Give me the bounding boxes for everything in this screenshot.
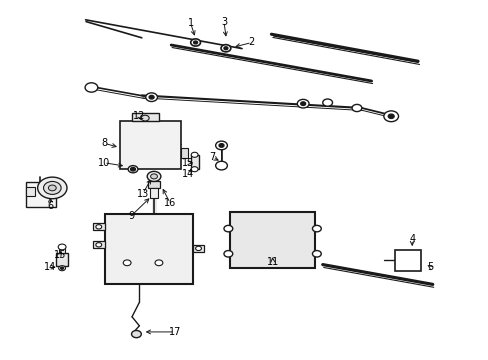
Text: 14: 14 bbox=[182, 168, 194, 179]
Bar bbox=[105, 214, 193, 284]
Circle shape bbox=[85, 83, 98, 92]
Circle shape bbox=[387, 114, 393, 118]
Circle shape bbox=[96, 243, 102, 247]
Circle shape bbox=[224, 47, 227, 50]
Bar bbox=[193, 245, 203, 252]
Circle shape bbox=[191, 152, 198, 157]
Circle shape bbox=[149, 95, 154, 99]
Text: 4: 4 bbox=[408, 234, 414, 244]
Text: 11: 11 bbox=[266, 257, 279, 267]
Circle shape bbox=[131, 330, 141, 338]
Circle shape bbox=[61, 267, 63, 269]
Text: 10: 10 bbox=[98, 158, 110, 168]
Circle shape bbox=[96, 225, 102, 229]
Circle shape bbox=[191, 167, 198, 172]
Circle shape bbox=[215, 161, 227, 170]
Bar bbox=[59, 247, 65, 253]
Circle shape bbox=[58, 244, 66, 250]
Circle shape bbox=[145, 93, 157, 102]
Circle shape bbox=[297, 99, 308, 108]
Circle shape bbox=[300, 102, 305, 105]
Bar bbox=[56, 253, 68, 266]
Bar bbox=[149, 188, 158, 198]
Circle shape bbox=[224, 225, 232, 232]
Circle shape bbox=[215, 141, 227, 150]
Bar bbox=[394, 250, 420, 271]
Circle shape bbox=[383, 111, 398, 122]
Text: 9: 9 bbox=[128, 211, 134, 221]
Circle shape bbox=[141, 115, 149, 121]
Circle shape bbox=[224, 251, 232, 257]
Circle shape bbox=[155, 260, 163, 266]
Circle shape bbox=[38, 177, 67, 199]
Text: 6: 6 bbox=[47, 201, 53, 211]
Text: 7: 7 bbox=[209, 152, 215, 162]
Text: 5: 5 bbox=[427, 262, 432, 272]
Circle shape bbox=[43, 181, 61, 194]
Text: 16: 16 bbox=[163, 198, 176, 208]
Bar bbox=[26, 187, 35, 196]
Circle shape bbox=[195, 246, 201, 251]
Circle shape bbox=[59, 266, 65, 271]
Circle shape bbox=[312, 251, 321, 257]
Text: 13: 13 bbox=[136, 189, 149, 199]
Circle shape bbox=[221, 45, 230, 52]
Circle shape bbox=[123, 260, 131, 266]
Circle shape bbox=[322, 99, 332, 106]
Text: 8: 8 bbox=[101, 138, 107, 148]
Bar bbox=[93, 223, 105, 230]
Bar bbox=[190, 155, 198, 169]
Bar bbox=[26, 182, 56, 207]
Text: 14: 14 bbox=[44, 262, 57, 272]
Circle shape bbox=[128, 166, 138, 173]
Text: 1: 1 bbox=[187, 18, 193, 28]
Bar bbox=[229, 212, 315, 268]
Circle shape bbox=[130, 167, 135, 171]
Text: 15: 15 bbox=[53, 250, 66, 260]
Text: 12: 12 bbox=[133, 111, 145, 121]
Circle shape bbox=[190, 39, 200, 46]
Circle shape bbox=[312, 225, 321, 232]
Text: 3: 3 bbox=[221, 17, 226, 27]
Circle shape bbox=[351, 104, 361, 112]
Bar bbox=[181, 148, 188, 158]
Text: 2: 2 bbox=[248, 37, 254, 48]
Text: 15: 15 bbox=[182, 158, 194, 168]
Bar bbox=[132, 113, 159, 121]
Circle shape bbox=[48, 185, 56, 191]
Bar bbox=[148, 181, 160, 188]
Bar bbox=[93, 241, 105, 248]
Circle shape bbox=[219, 144, 224, 147]
Circle shape bbox=[150, 174, 157, 179]
Circle shape bbox=[147, 171, 161, 181]
Circle shape bbox=[193, 41, 197, 44]
Text: 17: 17 bbox=[168, 327, 181, 337]
Bar bbox=[120, 121, 181, 169]
